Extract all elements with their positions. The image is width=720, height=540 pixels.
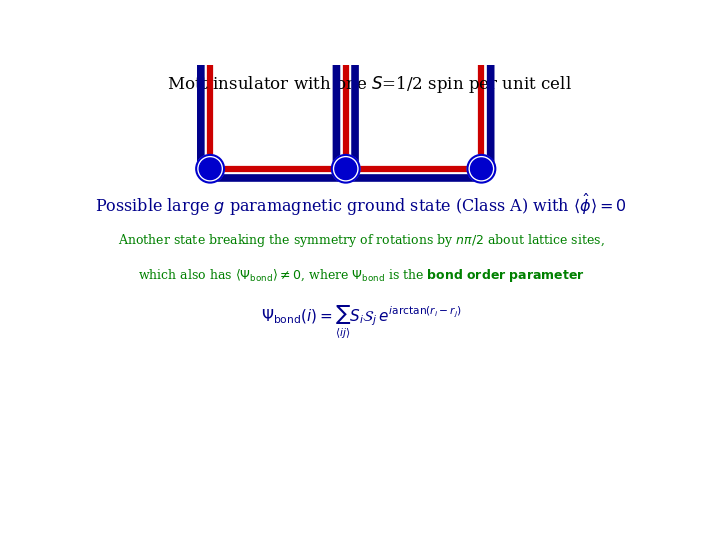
FancyBboxPatch shape — [232, 56, 324, 147]
FancyBboxPatch shape — [232, 0, 324, 12]
Text: Possible large $g$ paramagnetic ground state (Class A) with $\langle\hat{\phi}\r: Possible large $g$ paramagnetic ground s… — [95, 192, 627, 218]
Text: Another state breaking the symmetry of rotations by $n\pi/2$ about lattice sites: Another state breaking the symmetry of r… — [118, 232, 605, 249]
Circle shape — [335, 23, 356, 45]
Circle shape — [196, 155, 224, 183]
Circle shape — [467, 20, 495, 48]
FancyBboxPatch shape — [367, 0, 459, 12]
Circle shape — [196, 20, 224, 48]
Circle shape — [467, 155, 495, 183]
Circle shape — [199, 158, 221, 179]
Text: $\Psi_{\mathrm{bond}}(i) = \sum_{\langle ij\rangle} S_i \mathcal{S}_j \, e^{i\ar: $\Psi_{\mathrm{bond}}(i) = \sum_{\langle… — [261, 305, 462, 341]
Circle shape — [471, 23, 492, 45]
FancyBboxPatch shape — [367, 56, 459, 147]
Circle shape — [199, 23, 221, 45]
Text: Mott insulator with one $S$=1/2 spin per unit cell: Mott insulator with one $S$=1/2 spin per… — [166, 74, 572, 95]
Circle shape — [332, 155, 360, 183]
Circle shape — [332, 20, 360, 48]
Text: which also has $\langle\Psi_{\mathrm{bond}}\rangle \neq 0$, where $\Psi_{\mathrm: which also has $\langle\Psi_{\mathrm{bon… — [138, 267, 585, 284]
Circle shape — [471, 158, 492, 179]
Circle shape — [335, 158, 356, 179]
